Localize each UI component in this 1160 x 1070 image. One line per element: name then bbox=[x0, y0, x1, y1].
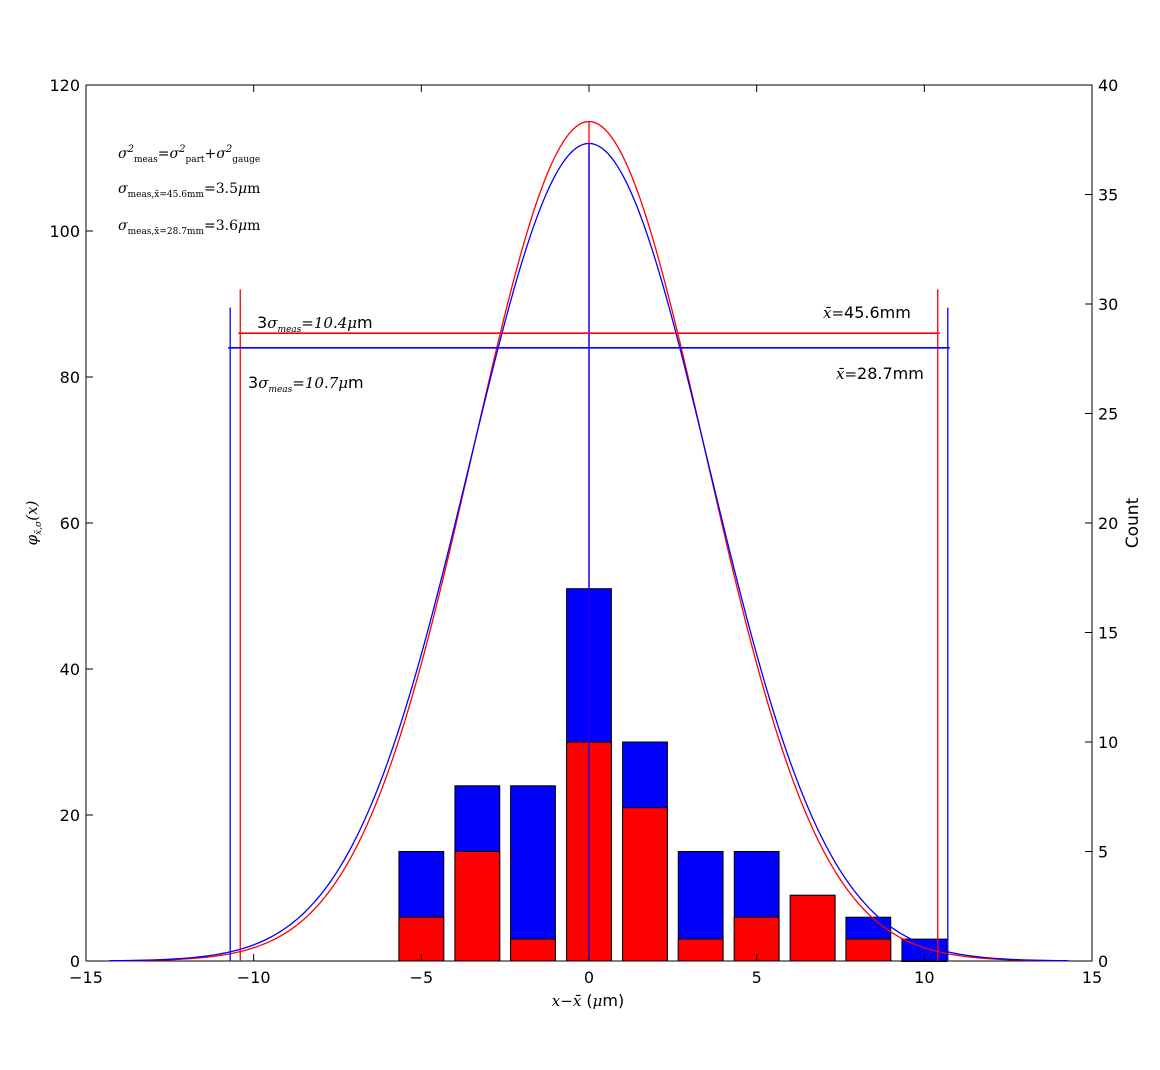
x-axis-label: x−x̄ (μm) bbox=[552, 991, 624, 1010]
y-left-tick-label: 80 bbox=[60, 368, 80, 387]
x-tick-label: 5 bbox=[752, 968, 762, 987]
histogram-bar-red-1 bbox=[454, 851, 501, 962]
y-right-tick-label: 35 bbox=[1098, 186, 1118, 205]
y-left-tick-label: 0 bbox=[70, 952, 80, 971]
x-tick-label: 10 bbox=[914, 968, 934, 987]
y-right-tick-label: 10 bbox=[1098, 733, 1118, 752]
y-left-tick-label: 20 bbox=[60, 806, 80, 825]
y-right-tick-label: 25 bbox=[1098, 405, 1118, 424]
histogram-bar-red-2 bbox=[510, 938, 556, 962]
histogram-bar-red-4 bbox=[622, 807, 668, 962]
histogram-bar-red-7 bbox=[789, 894, 836, 962]
formula-3: σmeas,x̄=28.7mm=3.6μm bbox=[118, 218, 260, 237]
blue-band-label: 3σmeas=10.7μm bbox=[248, 373, 364, 395]
y-axis-left-label: φx̄,σ(x) bbox=[23, 500, 44, 545]
reference-lines bbox=[228, 121, 950, 961]
y-right-tick-label: 20 bbox=[1098, 514, 1118, 533]
y-right-tick-label: 40 bbox=[1098, 76, 1118, 95]
histogram-bar-red-8 bbox=[845, 938, 892, 962]
y-left-tick-label: 100 bbox=[49, 222, 80, 241]
x-tick-label: −5 bbox=[410, 968, 434, 987]
y-right-tick-label: 5 bbox=[1098, 843, 1108, 862]
red-mean-label: x̄=45.6mm bbox=[823, 303, 911, 322]
histogram-bars bbox=[398, 588, 948, 962]
y-right-tick-label: 0 bbox=[1098, 952, 1108, 971]
x-tick-label: 0 bbox=[584, 968, 594, 987]
histogram-bar-red-6 bbox=[733, 916, 780, 962]
y-right-tick-label: 15 bbox=[1098, 624, 1118, 643]
x-tick-label: 15 bbox=[1082, 968, 1102, 987]
blue-mean-label: x̄=28.7mm bbox=[836, 364, 924, 383]
histogram-bar-blue-2 bbox=[510, 785, 556, 962]
y-left-tick-label: 40 bbox=[60, 660, 80, 679]
y-axis-right-label: Count bbox=[1123, 497, 1143, 548]
histogram-bar-red-9 bbox=[901, 960, 948, 962]
formula-2: σmeas,x̄=45.6mm=3.5μm bbox=[118, 181, 260, 200]
x-tick-label: −10 bbox=[237, 968, 271, 987]
y-right-tick-label: 30 bbox=[1098, 295, 1118, 314]
formula-1: σ2meas=σ2part+σ2gauge bbox=[118, 144, 260, 165]
x-tick-label: −15 bbox=[69, 968, 103, 987]
axis-ticks: −15 −10 −5 0 5 10 1502040608010012005101520253… bbox=[49, 76, 1118, 987]
y-left-tick-label: 60 bbox=[60, 514, 80, 533]
histogram-bar-red-5 bbox=[677, 938, 724, 962]
y-left-tick-label: 120 bbox=[49, 76, 80, 95]
red-band-label: 3σmeas=10.4μm bbox=[257, 313, 373, 335]
